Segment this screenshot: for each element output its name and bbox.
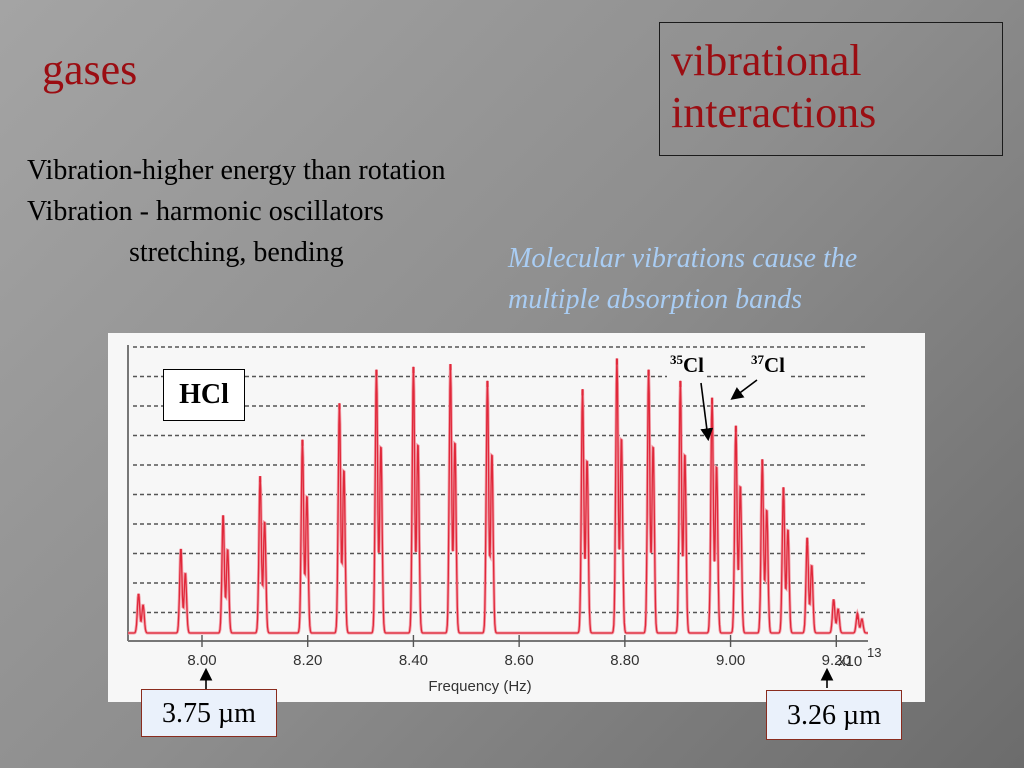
body-text: Vibration-higher energy than rotation Vi… <box>27 150 445 273</box>
caption: Molecular vibrations cause the multiple … <box>508 238 857 320</box>
spectrum-svg: 8.00 8.20 8.40 8.60 8.80 9.00 9.20 x10 13 Freq… <box>127 345 881 695</box>
x-exponent: 13 <box>867 645 881 660</box>
x-tick-label: 8.60 <box>505 652 534 669</box>
grid-lines <box>133 346 868 614</box>
peak-markers <box>137 358 859 620</box>
x-ticks: 8.00 8.20 8.40 8.60 8.80 9.00 9.20 <box>187 635 851 669</box>
x-tick-label: 8.00 <box>187 652 216 669</box>
caption-line-2: multiple absorption bands <box>508 284 803 315</box>
spectrum-line <box>128 358 868 634</box>
slide-title: gases <box>42 45 138 94</box>
wavelength-left: 3.75 µm <box>141 689 277 737</box>
isotope-label-35: 35Cl <box>667 352 707 378</box>
wavelength-right: 3.26 µm <box>766 690 902 740</box>
x-tick-label: 9.20 <box>822 652 851 669</box>
x-axis-label: Frequency (Hz) <box>428 678 531 695</box>
bullet-1: Vibration-higher energy than rotation <box>27 155 446 186</box>
x-tick-label: 8.40 <box>399 652 428 669</box>
molecule-label: HCl <box>163 369 245 421</box>
x-tick-label: 8.20 <box>293 652 322 669</box>
isotope-mass-37: 37 <box>751 352 764 367</box>
x-multiplier: x10 <box>838 653 862 670</box>
isotope-mass-35: 35 <box>670 352 683 367</box>
caption-line-1: Molecular vibrations cause the <box>508 243 858 274</box>
topic-line-2: interactions <box>671 88 877 137</box>
x-tick-label: 8.80 <box>610 652 639 669</box>
topic-line-1: vibrational <box>671 36 862 85</box>
isotope-label-37: 37Cl <box>748 352 788 378</box>
bullet-2: Vibration - harmonic oscillators <box>27 196 384 227</box>
x-tick-label: 9.00 <box>716 652 745 669</box>
isotope-symbol-35: Cl <box>683 353 704 377</box>
isotope-symbol-37: Cl <box>764 353 785 377</box>
topic-box: vibrational interactions <box>659 22 1003 156</box>
bullet-3: stretching, bending <box>129 237 344 268</box>
